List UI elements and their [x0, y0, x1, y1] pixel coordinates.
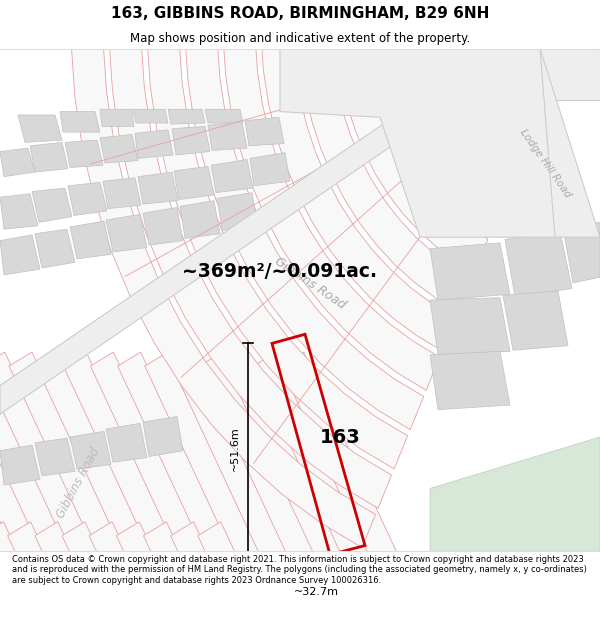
- Polygon shape: [211, 159, 253, 192]
- Polygon shape: [145, 352, 271, 588]
- Polygon shape: [62, 522, 142, 625]
- Polygon shape: [505, 231, 572, 297]
- Polygon shape: [198, 522, 278, 625]
- Polygon shape: [138, 172, 178, 204]
- Polygon shape: [299, 0, 472, 312]
- Polygon shape: [337, 0, 488, 272]
- Polygon shape: [430, 298, 510, 355]
- Polygon shape: [35, 522, 115, 625]
- Text: Gibbins Road: Gibbins Road: [54, 445, 102, 520]
- Polygon shape: [30, 142, 68, 172]
- Polygon shape: [503, 291, 568, 350]
- Polygon shape: [60, 111, 100, 132]
- Polygon shape: [430, 437, 600, 551]
- Polygon shape: [106, 423, 147, 462]
- Polygon shape: [8, 522, 88, 625]
- Polygon shape: [100, 109, 134, 126]
- Polygon shape: [0, 522, 33, 625]
- Polygon shape: [118, 352, 244, 588]
- Text: 163: 163: [320, 428, 361, 446]
- Polygon shape: [106, 214, 147, 252]
- Polygon shape: [0, 522, 60, 625]
- Polygon shape: [100, 134, 138, 163]
- Polygon shape: [0, 352, 81, 588]
- Polygon shape: [0, 522, 6, 625]
- Polygon shape: [70, 431, 111, 469]
- Polygon shape: [253, 352, 380, 588]
- Polygon shape: [0, 352, 108, 588]
- Polygon shape: [174, 166, 214, 199]
- Polygon shape: [563, 222, 600, 283]
- Text: ~369m²/~0.091ac.: ~369m²/~0.091ac.: [182, 262, 377, 281]
- Polygon shape: [109, 0, 392, 508]
- Text: Map shows position and indicative extent of the property.: Map shows position and indicative extent…: [130, 31, 470, 44]
- Polygon shape: [245, 118, 284, 146]
- Polygon shape: [143, 522, 223, 625]
- Polygon shape: [280, 49, 555, 237]
- Polygon shape: [0, 92, 430, 414]
- Polygon shape: [172, 126, 210, 155]
- Polygon shape: [89, 522, 169, 625]
- Polygon shape: [205, 109, 243, 123]
- Text: ~32.7m: ~32.7m: [294, 587, 339, 597]
- Polygon shape: [208, 122, 247, 151]
- Polygon shape: [250, 152, 290, 186]
- Polygon shape: [116, 522, 196, 625]
- Polygon shape: [281, 352, 407, 588]
- Polygon shape: [35, 229, 75, 268]
- Polygon shape: [413, 0, 520, 194]
- Polygon shape: [9, 352, 135, 588]
- Polygon shape: [35, 438, 75, 476]
- Polygon shape: [180, 201, 220, 238]
- Text: ~51.6m: ~51.6m: [230, 427, 240, 471]
- Text: Contains OS data © Crown copyright and database right 2021. This information is : Contains OS data © Crown copyright and d…: [12, 555, 587, 585]
- Polygon shape: [0, 235, 40, 275]
- Polygon shape: [18, 115, 62, 142]
- Polygon shape: [143, 416, 183, 456]
- Polygon shape: [91, 352, 217, 588]
- Polygon shape: [430, 243, 510, 300]
- Polygon shape: [64, 352, 190, 588]
- Polygon shape: [36, 352, 163, 588]
- Text: 163, GIBBINS ROAD, BIRMINGHAM, B29 6NH: 163, GIBBINS ROAD, BIRMINGHAM, B29 6NH: [111, 6, 489, 21]
- Polygon shape: [103, 177, 141, 209]
- Polygon shape: [0, 94, 430, 409]
- Polygon shape: [0, 352, 54, 588]
- Polygon shape: [0, 194, 38, 229]
- Polygon shape: [0, 148, 35, 177]
- Polygon shape: [261, 0, 456, 351]
- Polygon shape: [71, 0, 376, 548]
- Polygon shape: [147, 0, 407, 469]
- Polygon shape: [223, 0, 440, 390]
- Polygon shape: [168, 109, 205, 124]
- Polygon shape: [490, 49, 600, 237]
- Polygon shape: [0, 445, 40, 485]
- Text: Gibbins Road: Gibbins Road: [272, 254, 348, 311]
- Polygon shape: [65, 140, 103, 168]
- Polygon shape: [0, 352, 26, 588]
- Polygon shape: [375, 0, 504, 233]
- Polygon shape: [217, 192, 258, 231]
- Polygon shape: [133, 109, 168, 123]
- Polygon shape: [170, 522, 250, 625]
- Polygon shape: [199, 352, 325, 588]
- Text: Lodge Hill Road: Lodge Hill Road: [518, 127, 572, 199]
- Polygon shape: [32, 188, 72, 222]
- Polygon shape: [172, 352, 298, 588]
- Polygon shape: [143, 208, 183, 245]
- Polygon shape: [68, 182, 107, 216]
- Polygon shape: [135, 130, 173, 158]
- Polygon shape: [280, 49, 600, 100]
- Polygon shape: [185, 0, 424, 429]
- Polygon shape: [70, 221, 111, 259]
- Polygon shape: [430, 351, 510, 409]
- Polygon shape: [226, 352, 353, 588]
